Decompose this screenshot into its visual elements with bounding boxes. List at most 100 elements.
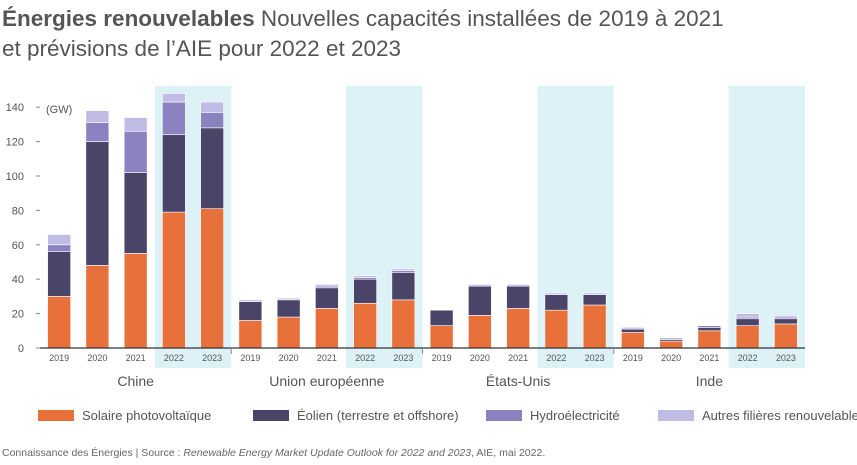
y-tick-label-40: 40: [12, 274, 24, 286]
x-tick-label-11: 2020: [470, 353, 490, 363]
bar-1-series-0: [85, 265, 110, 349]
bar-6-series-0: [276, 316, 301, 349]
legend-label-other: Autres filières renouvelables: [702, 408, 857, 423]
bar-9-series-3: [391, 268, 416, 271]
bar-6-series-1: [276, 299, 301, 318]
bar-19-series-1: [774, 318, 798, 325]
x-tick-label-1: 2020: [87, 353, 107, 363]
bar-10-series-1: [429, 309, 454, 326]
legend-item-hydro: Hydroélectricité: [486, 408, 620, 423]
y-tick-label-20: 20: [12, 309, 24, 321]
x-tick-label-8: 2022: [355, 353, 375, 363]
bar-2-series-1: [123, 172, 148, 254]
bar-9-series-0: [391, 299, 416, 349]
bar-17-series-1: [697, 327, 722, 332]
y-tick-label-120: 120: [6, 137, 24, 149]
source-report-title: Renewable Energy Market Update Outlook f…: [183, 447, 472, 459]
bar-3-series-1: [162, 134, 186, 213]
group-label-3: Inde: [696, 373, 723, 389]
x-tick-label-3: 2022: [164, 353, 184, 363]
legend-swatch-hydro: [486, 410, 522, 421]
source-suffix: , AIE, mai 2022.: [471, 447, 546, 459]
x-tick-label-19: 2023: [776, 353, 796, 363]
x-tick-label-15: 2019: [623, 353, 643, 363]
legend-swatch-wind: [253, 410, 289, 421]
title-line2: et prévisions de l’AIE pour 2022 et 2023: [2, 36, 402, 61]
x-tick-label-14: 2023: [585, 353, 605, 363]
bar-4-series-1: [200, 127, 224, 209]
x-tick-label-9: 2023: [393, 353, 413, 363]
bar-0-series-0: [47, 296, 71, 349]
x-tick-label-17: 2021: [699, 353, 719, 363]
bar-5-series-0: [238, 320, 263, 349]
bar-12-series-0: [506, 308, 530, 349]
bar-13-series-1: [544, 294, 569, 311]
x-tick-label-7: 2021: [317, 353, 337, 363]
y-tick-label-140: 140: [6, 102, 24, 114]
bar-13-series-3: [544, 292, 569, 295]
bar-18-series-1: [735, 318, 760, 326]
bar-16-series-3: [659, 337, 683, 340]
bar-7-series-3: [315, 284, 339, 287]
bar-4-series-3: [200, 101, 224, 113]
legend-swatch-other: [658, 410, 694, 421]
bar-0-series-2: [47, 244, 71, 252]
bar-5-series-1: [238, 301, 263, 321]
title-bold: Énergies renouvelables: [2, 6, 255, 31]
bar-17-series-2: [697, 325, 722, 328]
group-label-2: États-Unis: [486, 373, 551, 389]
bar-15-series-3: [621, 327, 645, 330]
stacked-bar-chart: 0 20 40 60 80 100 120 140 (GW) 2019 2020 2021 2022 20…: [6, 86, 805, 389]
legend: Solaire photovoltaïque Éolien (terrestre…: [0, 408, 857, 430]
x-tick-label-4: 2023: [202, 353, 222, 363]
legend-label-solar: Solaire photovoltaïque: [82, 408, 212, 423]
bar-3-series-0: [162, 211, 186, 349]
bar-2-series-3: [123, 117, 148, 132]
bar-8-series-3: [353, 275, 377, 278]
bar-11-series-1: [468, 285, 492, 316]
bar-4-series-0: [200, 208, 224, 349]
title-rest: Nouvelles capacités installées de 2019 à…: [260, 6, 724, 31]
x-tick-label-13: 2022: [546, 353, 566, 363]
bar-7-series-0: [315, 308, 339, 349]
bar-18-series-3: [735, 313, 760, 318]
bar-1-series-3: [85, 110, 110, 123]
source-note: Connaissance des Énergies | Source : Ren…: [2, 447, 545, 459]
x-tick-label-18: 2022: [738, 353, 758, 363]
source-prefix: Connaissance des Énergies | Source :: [2, 447, 184, 459]
legend-item-solar: Solaire photovoltaïque: [38, 408, 211, 423]
x-tick-label-2: 2021: [126, 353, 146, 363]
legend-item-other: Autres filières renouvelables: [658, 408, 857, 423]
bar-4-series-2: [200, 112, 224, 129]
legend-label-wind: Éolien (terrestre et offshore): [297, 408, 459, 423]
bar-17-series-0: [697, 330, 722, 349]
x-tick-label-12: 2021: [508, 353, 528, 363]
bar-1-series-1: [85, 141, 110, 266]
bar-19-series-3: [774, 315, 798, 318]
bar-16-series-0: [659, 340, 683, 349]
y-tick-label-100: 100: [6, 171, 24, 183]
y-axis-unit-label: (GW): [46, 104, 72, 116]
y-tick-label-60: 60: [12, 240, 24, 252]
bar-15-series-1: [621, 328, 645, 333]
bar-15-series-0: [621, 332, 645, 349]
bar-3-series-2: [162, 101, 186, 136]
bar-14-series-1: [582, 294, 607, 306]
bar-0-series-1: [47, 251, 71, 297]
chart-title: Énergies renouvelables Nouvelles capacit…: [2, 4, 852, 64]
bar-8-series-1: [353, 278, 377, 304]
bar-11-series-0: [468, 315, 492, 349]
bar-14-series-0: [582, 304, 607, 349]
bar-8-series-0: [353, 302, 377, 349]
bar-12-series-3: [506, 284, 530, 287]
bar-2-series-0: [123, 253, 148, 349]
bar-6-series-3: [276, 297, 301, 301]
bar-11-series-3: [468, 284, 492, 287]
x-tick-label-0: 2019: [49, 353, 69, 363]
y-tick-label-0: 0: [18, 343, 24, 355]
bar-7-series-1: [315, 287, 339, 309]
x-tick-label-6: 2020: [279, 353, 299, 363]
bar-12-series-1: [506, 285, 530, 309]
legend-label-hydro: Hydroélectricité: [530, 408, 620, 423]
bar-1-series-2: [85, 122, 110, 142]
